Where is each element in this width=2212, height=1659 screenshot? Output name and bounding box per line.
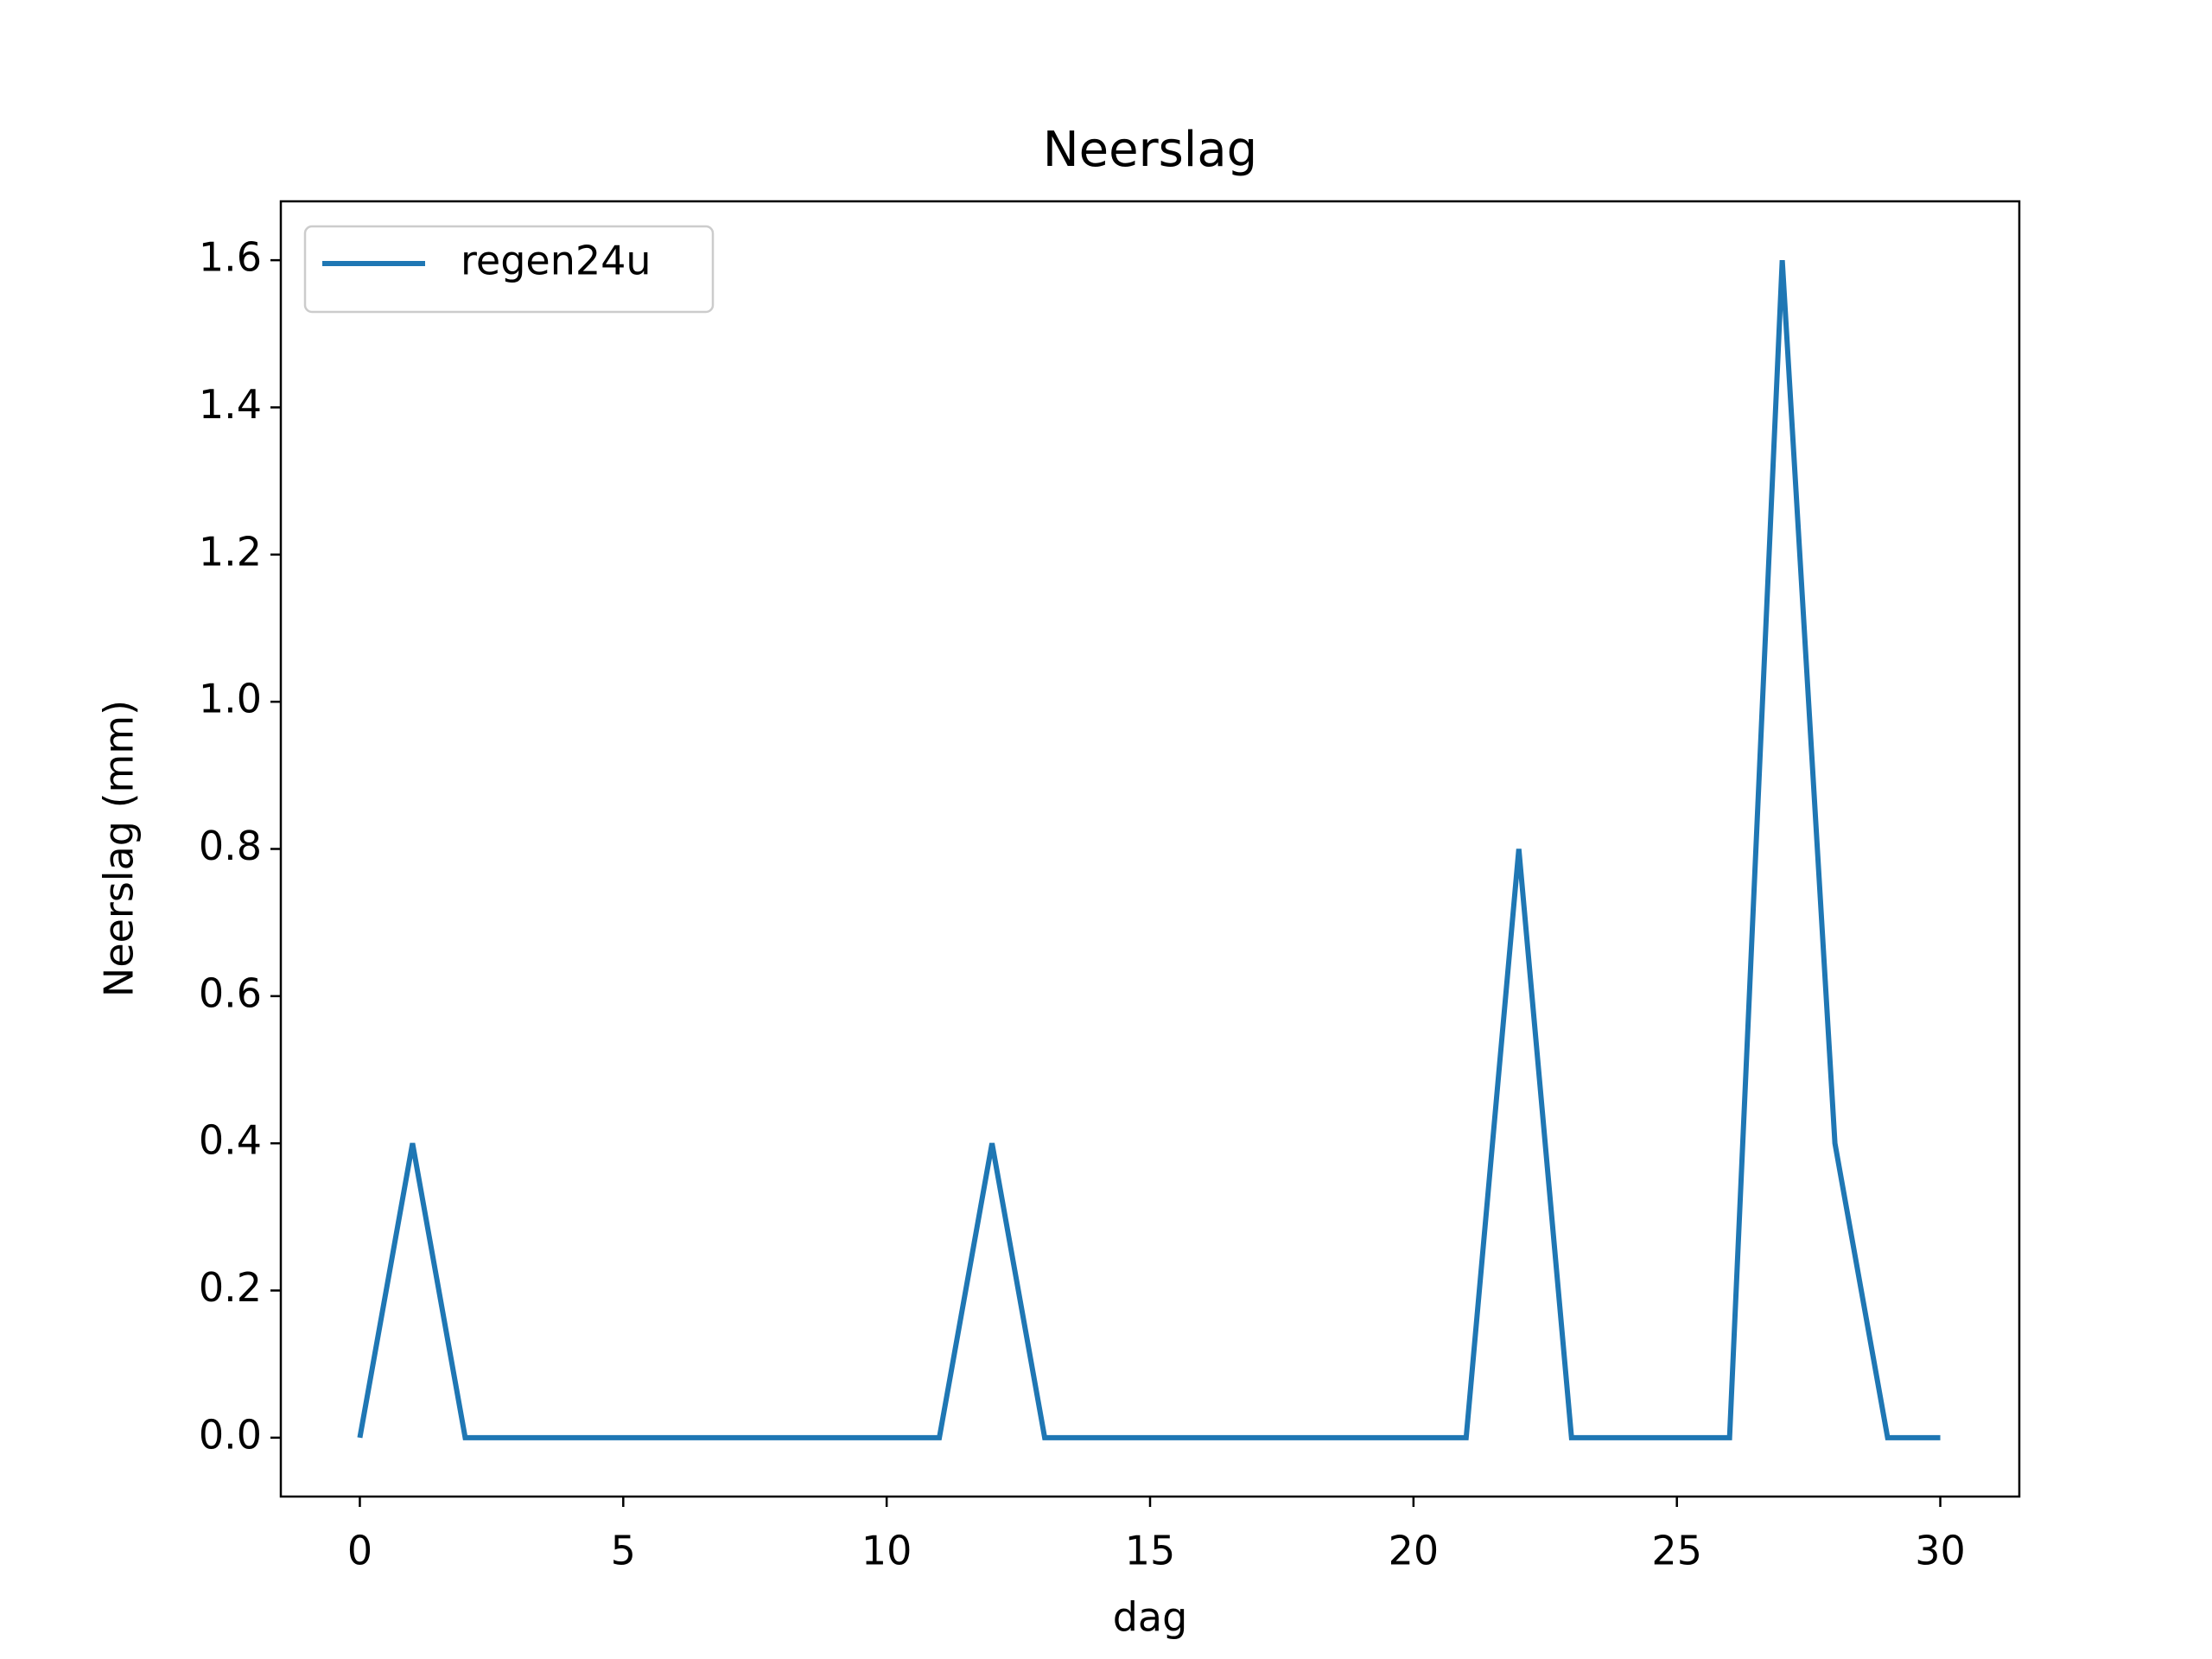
x-tick-label: 30 — [1915, 1528, 1966, 1574]
x-tick-label: 0 — [347, 1528, 372, 1574]
x-tick-label: 25 — [1651, 1528, 1702, 1574]
y-tick-label: 0.0 — [199, 1411, 262, 1458]
y-tick-label: 1.2 — [199, 528, 262, 575]
y-axis-label: Neerslag (mm) — [96, 700, 143, 997]
x-tick-label: 20 — [1389, 1528, 1440, 1574]
data-line — [357, 259, 1941, 1440]
y-tick-label: 1.4 — [199, 381, 262, 428]
y-tick-label: 0.8 — [199, 823, 262, 869]
y-tick-label: 0.2 — [199, 1264, 262, 1311]
x-tick-label: 15 — [1125, 1528, 1176, 1574]
x-tick-label: 10 — [861, 1528, 912, 1574]
y-tick-label: 0.4 — [199, 1117, 262, 1164]
axes-frame — [279, 200, 2021, 1498]
y-tick-label: 0.6 — [199, 969, 262, 1016]
legend-box — [303, 225, 715, 314]
x-tick-label: 5 — [611, 1528, 636, 1574]
x-axis-label: dag — [1113, 1594, 1188, 1641]
legend-label: regen24u — [461, 238, 652, 284]
y-tick-label: 1.6 — [199, 234, 262, 281]
y-tick-label: 1.0 — [199, 676, 262, 722]
chart-title: Neerslag — [1043, 122, 1257, 178]
